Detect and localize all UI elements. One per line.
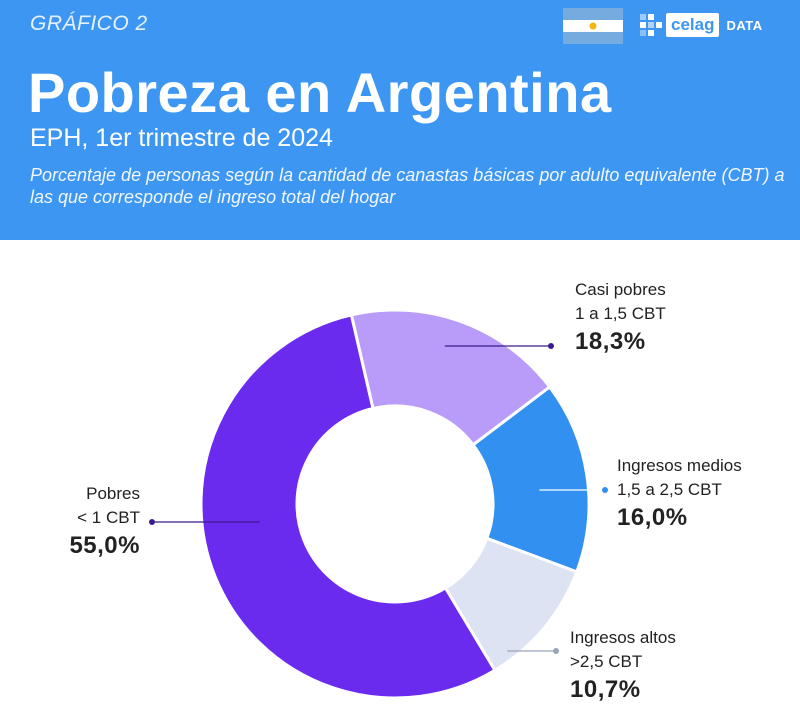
- logo-wordmark: celag: [666, 13, 720, 37]
- slice-value-label: 55,0%: [69, 532, 140, 559]
- slice-range: 1 a 1,5 CBT: [575, 304, 666, 323]
- chart-number-label: GRÁFICO 2: [30, 12, 148, 35]
- leader-dot-pobres: [149, 519, 155, 525]
- argentina-flag-icon: [563, 8, 623, 44]
- donut-slice-pobres: [199, 313, 497, 700]
- slice-range: >2,5 CBT: [570, 652, 643, 671]
- leader-dot-ingresos-altos: [553, 648, 559, 654]
- leader-dot-ingresos-medios: [602, 487, 608, 493]
- label-pobres: Pobres < 1 CBT 55,0%: [40, 482, 140, 562]
- donut-slice-ingresos-medios: [471, 384, 591, 574]
- page-title: Pobreza en Argentina: [28, 61, 612, 124]
- donut-chart: [149, 308, 608, 700]
- label-ingresos-altos: Ingresos altos >2,5 CBT 10,7%: [570, 626, 676, 706]
- donut-slice-casi-pobres: [349, 308, 552, 447]
- page-subtitle: EPH, 1er trimestre de 2024: [30, 124, 333, 152]
- pixel-logo-icon: [640, 14, 662, 36]
- slice-name: Ingresos altos: [570, 628, 676, 647]
- celag-logo: celag DATA: [640, 8, 763, 42]
- leader-dot-casi-pobres: [548, 343, 554, 349]
- logo-suffix: DATA: [726, 17, 763, 33]
- slice-value-label: 16,0%: [617, 504, 688, 531]
- slice-range: 1,5 a 2,5 CBT: [617, 480, 722, 499]
- slice-range: < 1 CBT: [77, 508, 140, 527]
- chart-description: Porcentaje de personas según la cantidad…: [30, 165, 785, 207]
- slice-value-label: 18,3%: [575, 328, 646, 355]
- slice-name: Pobres: [86, 484, 140, 503]
- label-casi-pobres: Casi pobres 1 a 1,5 CBT 18,3%: [575, 278, 666, 358]
- label-ingresos-medios: Ingresos medios 1,5 a 2,5 CBT 16,0%: [617, 454, 742, 534]
- slice-name: Ingresos medios: [617, 456, 742, 475]
- header-banner: GRÁFICO 2 Pobreza en Argentina EPH, 1er …: [0, 0, 800, 240]
- slice-value-label: 10,7%: [570, 676, 641, 703]
- slice-name: Casi pobres: [575, 280, 666, 299]
